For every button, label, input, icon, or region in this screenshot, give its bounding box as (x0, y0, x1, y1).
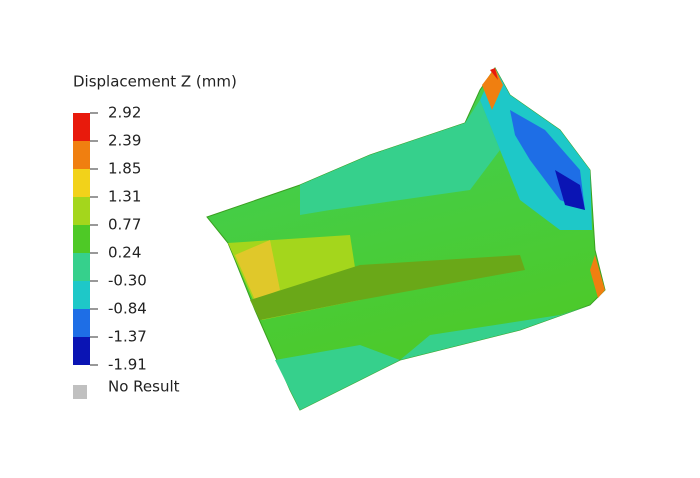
no-result-label: No Result (108, 378, 180, 396)
legend-label: -1.91 (108, 356, 147, 374)
color-swatch (73, 169, 90, 197)
legend-label: -0.30 (108, 272, 147, 290)
color-swatch (73, 253, 90, 281)
deformed-part (206, 67, 606, 411)
legend-label: 1.85 (108, 160, 141, 178)
legend-label: 0.77 (108, 216, 141, 234)
color-swatch (73, 225, 90, 253)
legend-label: 0.24 (108, 244, 141, 262)
color-swatch (73, 141, 90, 169)
color-swatch (73, 337, 90, 365)
color-swatch (73, 113, 90, 141)
legend-title: Displacement Z (mm) (73, 73, 237, 91)
color-swatch (73, 281, 90, 309)
no-result-swatch (73, 385, 87, 399)
legend: Displacement Z (mm) No Result 2.92 2.39 1.… (73, 73, 237, 399)
color-swatch (73, 309, 90, 337)
legend-label: 2.39 (108, 132, 141, 150)
legend-label: -0.84 (108, 300, 147, 318)
legend-label: 2.92 (108, 104, 141, 122)
legend-label: -1.37 (108, 328, 147, 346)
color-swatch (73, 197, 90, 225)
legend-label: 1.31 (108, 188, 141, 206)
